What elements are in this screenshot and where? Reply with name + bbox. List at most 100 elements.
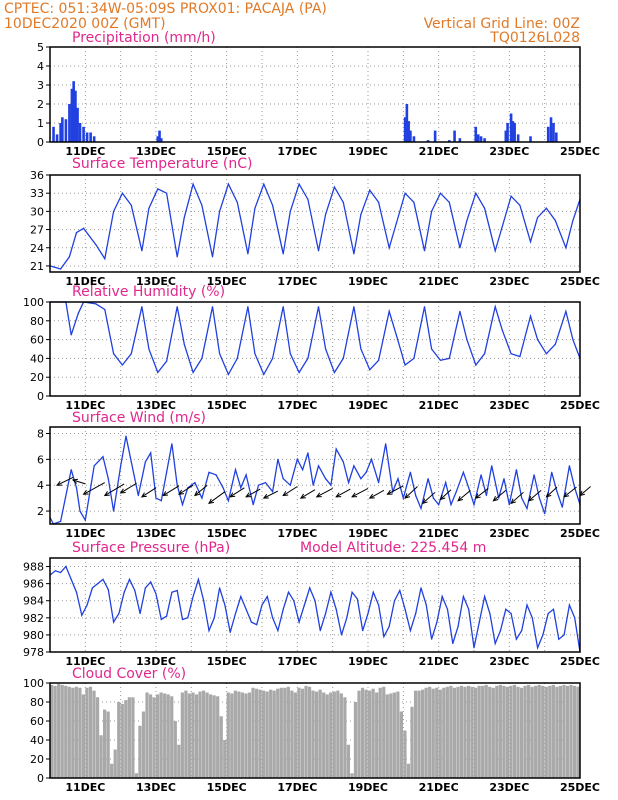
- cloud-bar: [209, 694, 213, 778]
- series-point: [104, 308, 106, 311]
- cloud-bar: [67, 686, 71, 778]
- wind-arrow-head: [351, 492, 358, 498]
- wind-arrow-shaft: [528, 489, 542, 502]
- precip-bar: [483, 138, 486, 142]
- series-point: [544, 513, 546, 515]
- series-point: [369, 369, 371, 371]
- series-point: [144, 587, 146, 589]
- cloud-bar: [134, 773, 139, 778]
- cloud-bar: [103, 709, 107, 778]
- cloud-bar: [428, 686, 432, 778]
- series-point: [545, 353, 548, 355]
- cloud-bar: [431, 688, 435, 778]
- wind-arrow-head: [439, 494, 446, 501]
- panel-title: Surface Temperature (nC): [72, 156, 253, 172]
- y-tick-label: 1: [37, 117, 44, 130]
- series-point: [459, 310, 461, 312]
- series-point: [312, 484, 314, 486]
- series-point: [378, 482, 380, 484]
- series-point: [508, 504, 510, 506]
- y-tick-label: 978: [23, 646, 44, 659]
- panel-title: Surface Wind (m/s): [72, 410, 206, 426]
- header-code: TQ0126L028: [489, 30, 580, 46]
- series-point: [211, 256, 214, 258]
- precip-bar: [552, 123, 555, 142]
- cloud-bar: [449, 685, 453, 778]
- series-point: [552, 608, 555, 610]
- cloud-bar: [141, 711, 146, 778]
- series-point: [494, 306, 496, 308]
- cloud-bar: [106, 711, 110, 778]
- cloud-bar: [95, 697, 100, 778]
- x-tick-label: 11DEC: [65, 527, 105, 540]
- series-point: [95, 244, 97, 246]
- series-point: [325, 478, 327, 480]
- cloud-bar: [113, 749, 117, 778]
- cloud-bar: [406, 763, 411, 778]
- series-point: [277, 630, 279, 632]
- wind-arrow-shaft: [457, 489, 471, 502]
- series-point: [574, 617, 576, 619]
- series-point: [79, 510, 81, 512]
- wind-arrow-shaft: [178, 484, 194, 495]
- y-tick-label: 100: [23, 296, 44, 309]
- cloud-bar: [254, 688, 259, 778]
- cloud-bar: [452, 687, 457, 778]
- wind-arrow: [177, 484, 194, 495]
- panel-5: 11DEC 13DEC 15DEC 17DEC 19DEC 21DEC 23DEC 25DEC…: [23, 666, 600, 794]
- series-point: [70, 334, 72, 336]
- series-point: [150, 452, 152, 454]
- precip-bar: [61, 117, 64, 142]
- x-tick-label: 23DEC: [489, 527, 529, 540]
- series-point: [120, 465, 122, 467]
- wind-arrow-shaft: [351, 487, 369, 498]
- series-point: [330, 484, 332, 486]
- cloud-bar: [502, 685, 506, 778]
- cloud-bar: [92, 690, 96, 778]
- series-point: [254, 353, 256, 355]
- series-point: [478, 621, 480, 623]
- precip-bar: [474, 126, 478, 142]
- cloud-bar: [399, 711, 404, 778]
- x-tick-label: 17DEC: [277, 145, 317, 158]
- cloud-bar: [127, 697, 131, 778]
- series-point: [84, 519, 86, 521]
- series-point: [176, 484, 178, 486]
- wind-arrow-shaft: [335, 488, 351, 498]
- cloud-bar: [81, 694, 86, 778]
- series-point: [360, 213, 362, 216]
- series-point: [307, 198, 309, 200]
- cloud-bar: [290, 690, 294, 778]
- wind-arrow-shaft: [546, 486, 558, 498]
- precip-bar: [74, 90, 77, 142]
- cloud-bar: [537, 684, 541, 778]
- cloud-bar: [576, 686, 580, 778]
- cloud-bar: [177, 744, 181, 778]
- x-tick-label: 17DEC: [277, 399, 317, 412]
- cloud-bar: [318, 689, 322, 778]
- series-point: [333, 186, 336, 188]
- series-point: [317, 306, 320, 308]
- precip-bar: [506, 123, 509, 142]
- cloud-bar: [226, 692, 230, 778]
- series-point: [404, 192, 406, 194]
- series-point: [134, 589, 136, 592]
- cloud-bar: [117, 702, 121, 778]
- x-tick-label: 25DEC: [560, 399, 600, 412]
- series-point: [113, 510, 115, 512]
- panel-title: Precipitation (mm/h): [72, 30, 216, 46]
- series-point: [538, 497, 540, 499]
- precip-bar: [68, 104, 71, 142]
- series-point: [222, 487, 224, 489]
- series-point: [148, 207, 150, 209]
- series-point: [565, 247, 567, 249]
- cloud-bar: [544, 686, 548, 778]
- series-point: [431, 348, 433, 350]
- series-point: [213, 617, 215, 619]
- series-point: [75, 487, 78, 489]
- cloud-bar: [205, 692, 209, 778]
- series-point: [353, 465, 355, 467]
- cloud-bar: [272, 690, 276, 778]
- series-point: [455, 491, 457, 493]
- y-tick-label: 980: [23, 629, 44, 642]
